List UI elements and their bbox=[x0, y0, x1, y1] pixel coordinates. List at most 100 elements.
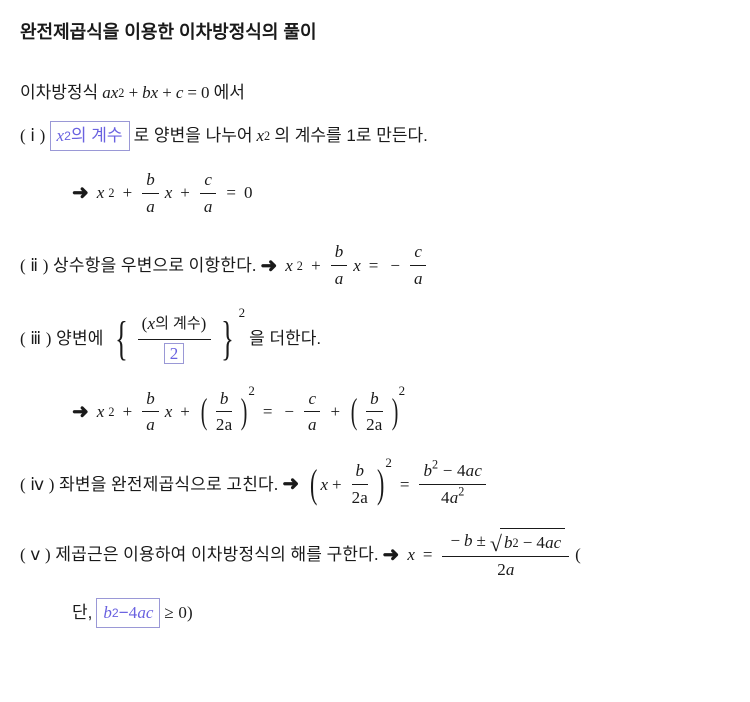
eq5-rad-b: b bbox=[504, 531, 513, 555]
eq5-top-b: b bbox=[464, 529, 473, 553]
step-4: ( ⅳ ) 좌변을 완전제곱식으로 고친다. ➜ ( x + b 2a ) 2 … bbox=[20, 458, 730, 511]
eq4-lf-top: b bbox=[352, 458, 369, 485]
step3-paren-close: ) bbox=[201, 312, 207, 336]
eq1-frac2-top: c bbox=[200, 167, 216, 194]
eq3-frac2: c a bbox=[304, 386, 321, 439]
intro-bx: bx bbox=[142, 81, 158, 105]
step3-outer-sq: 2 bbox=[239, 304, 246, 322]
intro-line: 이차방정식 ax2 + bx + c = 0 에서 bbox=[20, 81, 730, 105]
eq1-plus1: + bbox=[123, 181, 133, 205]
eq3-pfrac1: b 2a bbox=[212, 386, 236, 439]
arrow-icon: ➜ bbox=[383, 541, 400, 569]
eq3-frac1: b a bbox=[142, 386, 159, 439]
step-3-label: ( ⅲ ) 양변에 bbox=[20, 327, 104, 351]
paren-right-icon: ) bbox=[391, 397, 398, 426]
intro-prefix: 이차방정식 bbox=[20, 81, 98, 105]
eq5-frac: −b ± √ b2 − 4ac 2a bbox=[442, 527, 569, 583]
eq3-f1-after: x bbox=[165, 400, 173, 424]
equation-3: ➜ x2 + b a x + ( b 2a ) 2 = − c a + ( b … bbox=[20, 386, 730, 439]
eq3-pf1-top: b bbox=[216, 386, 233, 413]
cond-pre: 단, bbox=[72, 601, 92, 625]
brace-left-icon: { bbox=[115, 320, 128, 358]
eq3-x: x bbox=[97, 400, 105, 424]
cond-box: b2 − 4ac bbox=[96, 598, 160, 628]
eq4-rtop-4ac: 44acac bbox=[457, 461, 482, 480]
eq4-lfrac: b 2a bbox=[348, 458, 372, 511]
arrow-icon: ➜ bbox=[282, 470, 299, 498]
eq4-l-sq: 2 bbox=[385, 454, 392, 472]
arrow-icon: ➜ bbox=[72, 398, 89, 426]
step-3-braced: { ( x 의 계수 ) 2 } 2 bbox=[108, 308, 245, 370]
step-1-box-x: x bbox=[57, 124, 65, 148]
eq2-minus: − bbox=[390, 254, 400, 278]
eq2-frac2-top: c bbox=[410, 239, 426, 266]
eq1-frac2: c a bbox=[200, 167, 217, 220]
eq1-frac1-bot: a bbox=[142, 194, 159, 220]
step-5: ( ⅴ ) 제곱근은 이용하여 이차방정식의 해를 구한다. ➜ x = −b … bbox=[20, 527, 730, 583]
page-title: 완전제곱식을 이용한 이차방정식의 풀이 bbox=[20, 20, 730, 45]
eq3-minus: − bbox=[284, 400, 294, 424]
step-5-label: ( ⅴ ) 제곱근은 이용하여 이차방정식의 해를 구한다. bbox=[20, 543, 379, 567]
eq2-plus: + bbox=[311, 254, 321, 278]
eq1-frac1: b a bbox=[142, 167, 159, 220]
step-2: ( ⅱ ) 상수항을 우변으로 이항한다. ➜ x2 + b a x = − c… bbox=[20, 239, 730, 292]
intro-ax2: ax bbox=[102, 81, 118, 105]
intro-zero: 0 bbox=[201, 81, 210, 105]
eq2-frac2: c a bbox=[410, 239, 427, 292]
paren-left-icon: ( bbox=[310, 468, 317, 500]
step3-x: x bbox=[148, 312, 156, 336]
eq1-frac1-after: x bbox=[165, 181, 173, 205]
eq3-eq: = bbox=[263, 400, 273, 424]
eq3-f1-bot: a bbox=[142, 412, 159, 438]
eq3-pf1-bot: 2a bbox=[216, 415, 232, 434]
eq4-rbot-sq: 2 bbox=[458, 485, 464, 499]
eq5-x: x bbox=[407, 543, 415, 567]
eq5-eq: = bbox=[423, 543, 433, 567]
sqrt-icon: √ b2 − 4ac bbox=[490, 528, 565, 555]
eq2-frac2-bot: a bbox=[410, 266, 427, 292]
eq2-x: x bbox=[285, 254, 293, 278]
eq3-pf2-bot: 2a bbox=[366, 415, 382, 434]
step-3-frac: ( x 의 계수 ) 2 bbox=[135, 308, 214, 370]
step-2-label: ( ⅱ ) 상수항을 우변으로 이항한다. bbox=[20, 254, 256, 278]
cond-post: ≥ 0) bbox=[164, 601, 193, 625]
eq3-plus2: + bbox=[180, 400, 190, 424]
step3-box-2: 2 bbox=[164, 343, 185, 364]
step-1-tail: 의 계수를 1로 만든다. bbox=[274, 124, 427, 148]
step3-rest: 의 계수 bbox=[155, 313, 201, 334]
intro-plus2: + bbox=[162, 81, 172, 105]
eq4-x: x bbox=[320, 473, 328, 497]
eq5-top-minus: − bbox=[450, 529, 460, 553]
eq3-f2-bot: a bbox=[304, 412, 321, 438]
eq2-frac1-after: x bbox=[353, 254, 361, 278]
eq3-plus3: + bbox=[331, 400, 341, 424]
intro-c: c bbox=[176, 81, 184, 105]
eq3-paren1: ( b 2a ) 2 bbox=[198, 386, 255, 439]
paren-left-icon: ( bbox=[351, 397, 358, 426]
intro-eq: = bbox=[187, 81, 197, 105]
eq3-pfrac2: b 2a bbox=[362, 386, 386, 439]
eq4-rfrac: b2 − 44acac 4a2 bbox=[419, 458, 486, 511]
eq1-zero: 0 bbox=[244, 181, 253, 205]
eq4-lhs: ( x + b 2a ) 2 bbox=[307, 458, 392, 511]
eq3-f1-top: b bbox=[142, 386, 159, 413]
cond-minus: − bbox=[119, 601, 129, 625]
eq1-x: x bbox=[97, 181, 105, 205]
eq4-eq: = bbox=[400, 473, 410, 497]
step-1: ( ⅰ ) x2 의 계수 로 양변을 나누어 x2 의 계수를 1로 만든다. bbox=[20, 121, 730, 151]
paren-left-icon: ( bbox=[201, 397, 208, 426]
intro-suffix: 에서 bbox=[214, 81, 245, 105]
step-4-label: ( ⅳ ) 좌변을 완전제곱식으로 고친다. bbox=[20, 473, 278, 497]
step-1-mid: 로 양변을 나누어 bbox=[134, 124, 253, 148]
intro-plus1: + bbox=[129, 81, 139, 105]
equation-1: ➜ x2 + b a x + c a = 0 bbox=[20, 167, 730, 220]
eq5-rad-minus: − bbox=[523, 531, 533, 555]
eq3-plus1: + bbox=[123, 400, 133, 424]
step-1-box-rest: 의 계수 bbox=[71, 124, 123, 148]
brace-right-icon: } bbox=[221, 320, 234, 358]
eq2-frac1-top: b bbox=[331, 239, 348, 266]
step-1-box: x2 의 계수 bbox=[50, 121, 130, 151]
step-3: ( ⅲ ) 양변에 { ( x 의 계수 ) 2 } 2 을 더한다. bbox=[20, 308, 730, 370]
eq2-frac1-bot: a bbox=[331, 266, 348, 292]
step-1-x2: x2 bbox=[257, 124, 271, 148]
